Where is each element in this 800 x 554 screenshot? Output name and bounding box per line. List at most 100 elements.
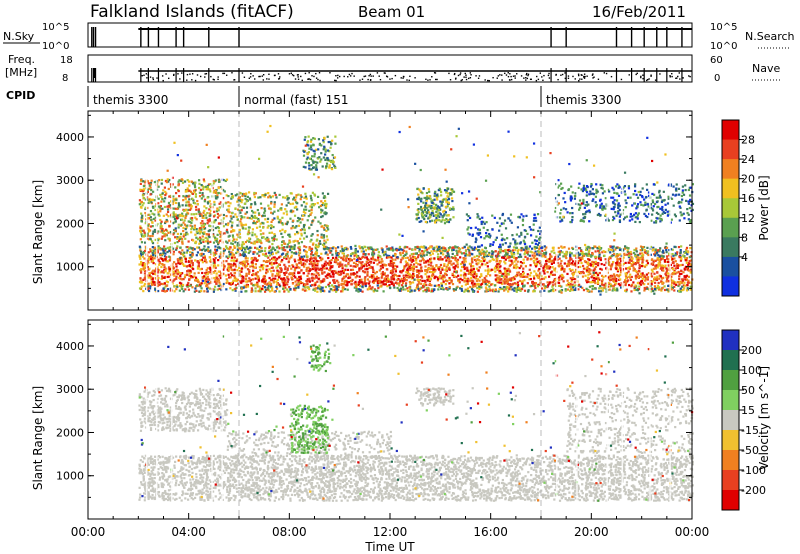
power-cell <box>382 290 385 293</box>
power-cell <box>310 253 313 256</box>
power-cell <box>189 259 192 263</box>
power-cell <box>603 263 606 267</box>
power-cell <box>602 250 605 253</box>
power-cell <box>236 269 239 272</box>
power-cell <box>480 282 483 286</box>
power-cell <box>463 290 466 293</box>
power-cell <box>687 269 690 272</box>
power-cell <box>150 201 153 204</box>
power-cell <box>240 269 243 272</box>
power-cell <box>445 273 448 277</box>
power-cell <box>565 265 569 268</box>
power-cell <box>580 256 584 259</box>
power-cell <box>625 288 628 291</box>
nave-dot <box>636 72 638 75</box>
power-cell <box>343 247 347 250</box>
power-cell <box>307 266 310 269</box>
power-cell <box>281 252 285 255</box>
nave-dot <box>577 73 580 75</box>
power-cell <box>650 272 653 275</box>
power-cell <box>670 275 673 278</box>
power-cell <box>139 257 142 260</box>
beam-title: Beam 01 <box>358 3 425 21</box>
power-cell <box>534 263 537 266</box>
power-cell <box>487 254 490 257</box>
power-cell <box>635 288 638 292</box>
nave-dot <box>277 73 280 75</box>
power-cell <box>139 205 143 209</box>
power-cell <box>647 250 650 253</box>
power-cell <box>337 270 340 273</box>
power-cell <box>615 287 619 290</box>
power-cell <box>275 258 278 262</box>
power-cell <box>154 250 157 253</box>
nave-dot <box>460 79 462 82</box>
power-cell <box>399 270 402 273</box>
power-cell <box>371 266 374 269</box>
power-cell <box>416 270 419 274</box>
power-cell <box>163 266 166 269</box>
power-cell <box>489 274 492 277</box>
power-cell <box>179 232 183 236</box>
power-cell <box>543 289 546 292</box>
power-cell <box>218 274 221 277</box>
power-cell <box>454 258 457 261</box>
power-cell <box>486 283 489 286</box>
power-cell <box>638 285 641 288</box>
power-cell <box>225 194 228 197</box>
power-cell <box>169 183 173 186</box>
power-cell <box>494 270 497 273</box>
power-cell <box>359 247 362 250</box>
power-cell <box>441 266 444 270</box>
power-cell <box>229 253 232 256</box>
power-cell <box>265 283 268 286</box>
nave-dot <box>497 75 500 77</box>
power-cell <box>360 246 364 249</box>
power-cell <box>313 277 316 280</box>
nave-dot <box>343 75 345 78</box>
power-cell <box>563 252 566 256</box>
power-cell <box>470 276 473 280</box>
power-cell <box>209 249 212 252</box>
power-cell <box>232 262 236 265</box>
power-cell <box>324 264 328 267</box>
power-cell <box>345 247 348 251</box>
power-cell <box>225 255 228 258</box>
power-cell <box>510 285 513 288</box>
power-cell <box>392 254 395 257</box>
power-cell <box>351 278 354 282</box>
power-cell <box>516 271 519 274</box>
power-cell <box>569 289 572 293</box>
power-cell <box>386 248 389 251</box>
power-cell <box>234 279 237 282</box>
power-cell <box>449 260 453 263</box>
power-cell <box>295 252 298 255</box>
power-cell <box>508 286 511 290</box>
power-cell <box>616 289 619 292</box>
power-cell <box>200 183 203 187</box>
power-cell <box>146 227 149 230</box>
power-cell <box>658 274 661 277</box>
power-cell <box>266 270 269 273</box>
power-cell <box>495 266 499 269</box>
power-cell <box>673 282 676 285</box>
power-cell <box>329 275 332 278</box>
power-cell <box>401 251 405 255</box>
power-cell <box>149 285 152 288</box>
power-cell <box>252 251 255 254</box>
power-cell <box>202 222 205 225</box>
power-cell <box>462 252 466 255</box>
power-cell <box>537 269 540 272</box>
power-cell <box>678 283 681 286</box>
power-cell <box>162 189 165 192</box>
power-cell <box>250 282 253 285</box>
power-cell <box>374 278 377 281</box>
power-cell <box>139 252 143 256</box>
power-cell <box>312 288 315 291</box>
power-cell <box>478 266 481 269</box>
power-cell <box>560 259 563 263</box>
power-cell <box>181 181 185 184</box>
power-cell <box>638 274 641 278</box>
power-cell <box>565 256 568 260</box>
power-cell <box>660 277 664 280</box>
